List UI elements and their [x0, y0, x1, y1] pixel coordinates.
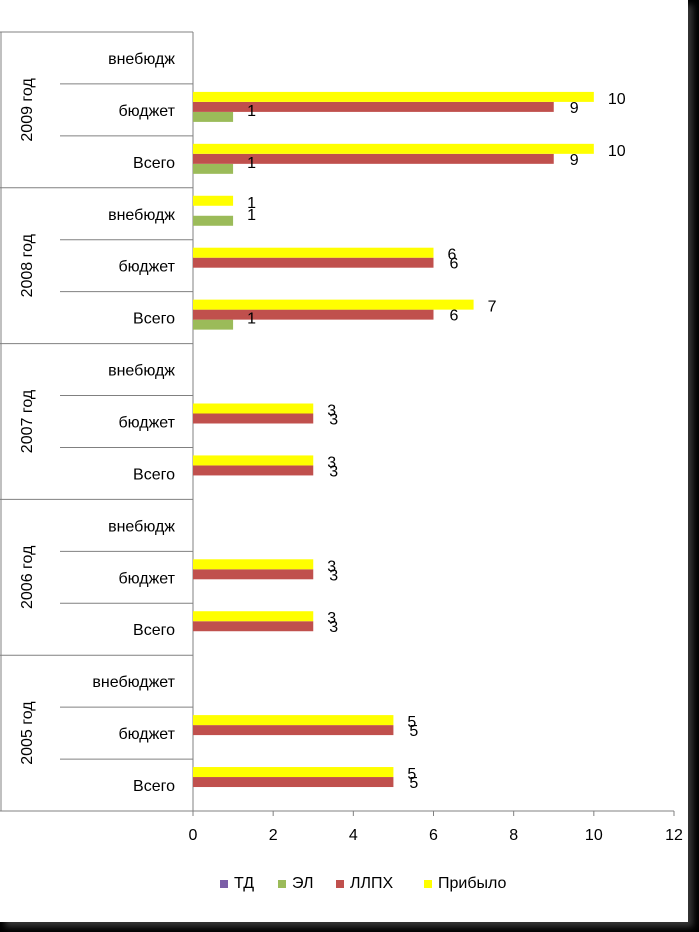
bar-ЛЛПХ: [193, 725, 394, 736]
category-label: внебюдж: [108, 363, 175, 380]
year-label: 2007 год: [19, 389, 36, 453]
legend-label: ЭЛ: [292, 875, 313, 892]
data-label: 5: [409, 723, 418, 740]
legend: ТД ЭЛ ЛЛПХ Прибыло: [220, 875, 507, 892]
bar-Прибыло: [193, 455, 314, 466]
legend-swatch: [424, 880, 432, 888]
category-label: Всего: [133, 155, 175, 172]
data-label: 5: [409, 775, 418, 792]
bar-Прибыло: [193, 403, 314, 414]
data-label: 6: [448, 247, 457, 264]
data-label: 7: [488, 299, 497, 316]
bar-Прибыло: [193, 247, 434, 258]
data-label: 3: [327, 558, 336, 575]
data-label: 1: [247, 195, 256, 212]
bar-Прибыло: [193, 143, 594, 154]
data-label: 1: [247, 207, 256, 224]
category-label: бюджет: [118, 570, 175, 587]
bar-ЛЛПХ: [193, 465, 314, 476]
data-label: 10: [608, 91, 626, 108]
bar-ЭЛ: [193, 163, 234, 174]
x-tick-label: 10: [585, 827, 603, 844]
bar-ЛЛПХ: [193, 153, 554, 164]
data-label: 3: [329, 619, 338, 636]
chart-frame: 5 5 5 5 3 3 3 3 3 3 3 3 1 6 7 6 6 1 1 1 9 10 1 9 10 Всего бюджет в…: [0, 0, 688, 922]
data-label: 3: [327, 610, 336, 627]
bar-ЛЛПХ: [193, 777, 394, 788]
bar-Прибыло: [193, 715, 394, 726]
x-tick-label: 8: [509, 827, 518, 844]
x-tick-label: 0: [189, 827, 198, 844]
year-label: 2008 год: [19, 233, 36, 297]
data-label: 3: [329, 567, 338, 584]
year-labels: 2005 год 2006 год 2007 год 2008 год 2009 год: [19, 78, 36, 765]
year-label: 2006 год: [19, 545, 36, 609]
data-label: 3: [327, 454, 336, 471]
data-label: 3: [329, 412, 338, 429]
category-labels: Всего бюджет внебюджет Всего бюджет внебюдж Вс…: [92, 51, 175, 795]
legend-label: ЛЛПХ: [350, 875, 394, 892]
bar-Прибыло: [193, 195, 234, 206]
bar-ЭЛ: [193, 319, 234, 330]
category-label: бюджет: [118, 259, 175, 276]
data-label: 6: [450, 308, 459, 325]
bar-ЭЛ: [193, 111, 234, 122]
x-tick-label: 4: [349, 827, 358, 844]
bar-ЛЛПХ: [193, 569, 314, 580]
data-label: 1: [247, 311, 256, 328]
bar-ЛЛПХ: [193, 413, 314, 424]
legend-label: ТД: [234, 875, 254, 892]
bars: [193, 91, 594, 788]
bar-ЛЛПХ: [193, 621, 314, 632]
data-label: 10: [608, 143, 626, 160]
data-label: 6: [450, 256, 459, 273]
data-label: 3: [327, 403, 336, 420]
plot-axes: [0, 31, 674, 812]
bar-ЭЛ: [193, 215, 234, 226]
data-label: 1: [247, 155, 256, 172]
year-label: 2009 год: [19, 78, 36, 142]
data-label: 3: [329, 463, 338, 480]
bar-ЛЛПХ: [193, 309, 434, 320]
x-tick-label: 6: [429, 827, 438, 844]
bar-ЛЛПХ: [193, 101, 554, 112]
category-label: внебюдж: [108, 207, 175, 224]
legend-label: Прибыло: [438, 875, 507, 892]
category-label: Всего: [133, 466, 175, 483]
data-label: 1: [247, 103, 256, 120]
bar-Прибыло: [193, 91, 594, 102]
data-label: 9: [570, 152, 579, 169]
category-label: бюджет: [118, 103, 175, 120]
legend-swatch: [336, 880, 344, 888]
bar-Прибыло: [193, 299, 474, 310]
category-label: внебюдж: [108, 51, 175, 68]
data-label: 5: [407, 766, 416, 783]
legend-swatch: [220, 880, 228, 888]
data-label: 5: [407, 714, 416, 731]
category-label: Всего: [133, 622, 175, 639]
category-label: Всего: [133, 778, 175, 795]
bar-Прибыло: [193, 767, 394, 778]
bar-Прибыло: [193, 559, 314, 570]
category-label: Всего: [133, 311, 175, 328]
category-label: внебюджет: [92, 674, 175, 691]
data-label: 9: [570, 100, 579, 117]
x-tick-label: 12: [665, 827, 683, 844]
category-label: бюджет: [118, 415, 175, 432]
year-label: 2005 год: [19, 701, 36, 765]
x-tick-label: 2: [269, 827, 278, 844]
bar-ЛЛПХ: [193, 257, 434, 268]
category-label: бюджет: [118, 726, 175, 743]
bar-Прибыло: [193, 611, 314, 622]
legend-swatch: [278, 880, 286, 888]
category-label: внебюдж: [108, 518, 175, 535]
x-axis-ticks: 0 2 4 6 8 10 12: [189, 811, 683, 844]
